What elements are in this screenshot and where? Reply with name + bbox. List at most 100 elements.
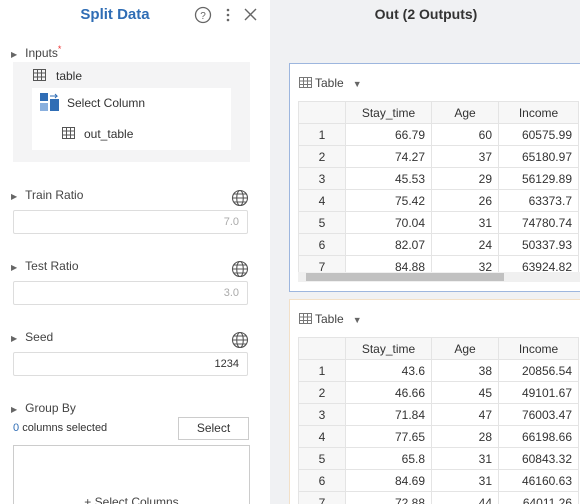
- inputs-label: Inputs: [25, 46, 58, 60]
- row-index: 1: [298, 359, 346, 382]
- cell: 29: [431, 167, 499, 190]
- cell: 74780.74: [498, 211, 579, 234]
- inputs-header[interactable]: ▶ Inputs*: [11, 44, 62, 60]
- cell: 47: [431, 403, 499, 426]
- table-icon: [299, 313, 312, 324]
- cell: 45.53: [345, 167, 432, 190]
- header-cell[interactable]: Stay_time: [345, 101, 432, 124]
- header-cell[interactable]: Stay_time: [345, 337, 432, 360]
- cell: 24: [431, 233, 499, 256]
- row-index: 6: [298, 233, 346, 256]
- row-index: 6: [298, 469, 346, 492]
- train-ratio-header[interactable]: ▶ Train Ratio: [11, 188, 84, 202]
- row-index: 2: [298, 145, 346, 168]
- data-row: 3 45.53 29 56129.89: [298, 167, 579, 190]
- header-cell[interactable]: Age: [431, 337, 499, 360]
- operator-box: [32, 88, 231, 150]
- select-button[interactable]: Select: [178, 417, 249, 440]
- test-ratio-header[interactable]: ▶ Test Ratio: [11, 259, 79, 273]
- row-index: 4: [298, 189, 346, 212]
- data-row: 1 66.79 60 60575.99: [298, 123, 579, 146]
- scrollbar-thumb[interactable]: [306, 273, 504, 281]
- test-ratio-input[interactable]: 3.0: [13, 281, 248, 305]
- data-row: 5 70.04 31 74780.74: [298, 211, 579, 234]
- help-glyph: ?: [200, 11, 206, 22]
- seed-input[interactable]: 1234: [13, 352, 248, 376]
- selected-count: 0 columns selected: [13, 422, 107, 434]
- cell: 60: [431, 123, 499, 146]
- more-icon[interactable]: [226, 8, 230, 22]
- cell: 66.79: [345, 123, 432, 146]
- table-header[interactable]: Table ▼: [299, 76, 362, 90]
- output-card: Table ▼ Stay_time Age Income 1 43.6 38 20856.54 2…: [289, 299, 580, 504]
- row-index: 5: [298, 447, 346, 470]
- table-icon: [33, 69, 46, 81]
- cell: 60843.32: [498, 447, 579, 470]
- cell: 49101.67: [498, 381, 579, 404]
- cell: 63373.7: [498, 189, 579, 212]
- cell: 43.6: [345, 359, 432, 382]
- select-columns-area[interactable]: + Select Columns: [13, 445, 250, 504]
- header-cell[interactable]: Income: [498, 101, 579, 124]
- scrollbar[interactable]: [298, 272, 580, 282]
- seed-header[interactable]: ▶ Seed: [11, 330, 54, 344]
- row-index: 3: [298, 167, 346, 190]
- data-row: 4 75.42 26 63373.7: [298, 189, 579, 212]
- data-row: 2 74.27 37 65180.97: [298, 145, 579, 168]
- cell: 71.84: [345, 403, 432, 426]
- row-index: 1: [298, 123, 346, 146]
- cell: 66198.66: [498, 425, 579, 448]
- row-index: 3: [298, 403, 346, 426]
- output-title: Out (2 Outputs): [374, 6, 478, 22]
- header-cell: [298, 101, 346, 124]
- data-row: 6 84.69 31 46160.63: [298, 469, 579, 492]
- cell: 64011.26: [498, 491, 579, 504]
- cell: 46.66: [345, 381, 432, 404]
- help-icon[interactable]: [194, 6, 212, 24]
- cell: 31: [431, 211, 499, 234]
- cell: 74.27: [345, 145, 432, 168]
- table-icon: [299, 77, 312, 88]
- cell: 72.88: [345, 491, 432, 504]
- cell: 31: [431, 447, 499, 470]
- header-icons: ?: [194, 6, 257, 24]
- cell: 56129.89: [498, 167, 579, 190]
- count-text: columns selected: [22, 422, 108, 434]
- cell: 76003.47: [498, 403, 579, 426]
- data-row: 7 72.88 44 64011.26: [298, 491, 579, 504]
- train-ratio-label: Train Ratio: [25, 188, 84, 202]
- close-icon[interactable]: [244, 8, 257, 21]
- operator-name[interactable]: Select Column: [67, 96, 146, 110]
- count: 0: [13, 422, 20, 434]
- cell: 26: [431, 189, 499, 212]
- dropdown-arrow[interactable]: ▼: [352, 79, 362, 89]
- globe-icon[interactable]: [231, 260, 249, 278]
- header-cell[interactable]: Income: [498, 337, 579, 360]
- group-by-header[interactable]: ▶ Group By: [11, 401, 76, 415]
- cell: 65180.97: [498, 145, 579, 168]
- data-row: 1 43.6 38 20856.54: [298, 359, 579, 382]
- cell: 45: [431, 381, 499, 404]
- globe-icon[interactable]: [231, 331, 249, 349]
- cell: 38: [431, 359, 499, 382]
- source-name[interactable]: table: [56, 69, 83, 83]
- train-ratio-input[interactable]: 7.0: [13, 210, 248, 234]
- table-header[interactable]: Table ▼: [299, 312, 362, 326]
- header-cell[interactable]: Age: [431, 101, 499, 124]
- output-name[interactable]: out_table: [84, 127, 134, 141]
- data-row: 5 65.8 31 60843.32: [298, 447, 579, 470]
- operator-icon: [40, 93, 59, 111]
- test-ratio-label: Test Ratio: [25, 259, 79, 273]
- dropdown-arrow[interactable]: ▼: [352, 315, 362, 325]
- globe-icon[interactable]: [231, 189, 249, 207]
- panel-title: Split Data: [80, 6, 150, 23]
- data-row: 3 71.84 47 76003.47: [298, 403, 579, 426]
- data-table: Stay_time Age Income 1 66.79 60 60575.99 2 74.27…: [298, 101, 579, 278]
- required-mark: *: [57, 44, 62, 54]
- row-index: 4: [298, 425, 346, 448]
- cell: 77.65: [345, 425, 432, 448]
- cell: 75.42: [345, 189, 432, 212]
- data-table: Stay_time Age Income 1 43.6 38 20856.54 2 46.66 4…: [298, 337, 579, 504]
- cell: 46160.63: [498, 469, 579, 492]
